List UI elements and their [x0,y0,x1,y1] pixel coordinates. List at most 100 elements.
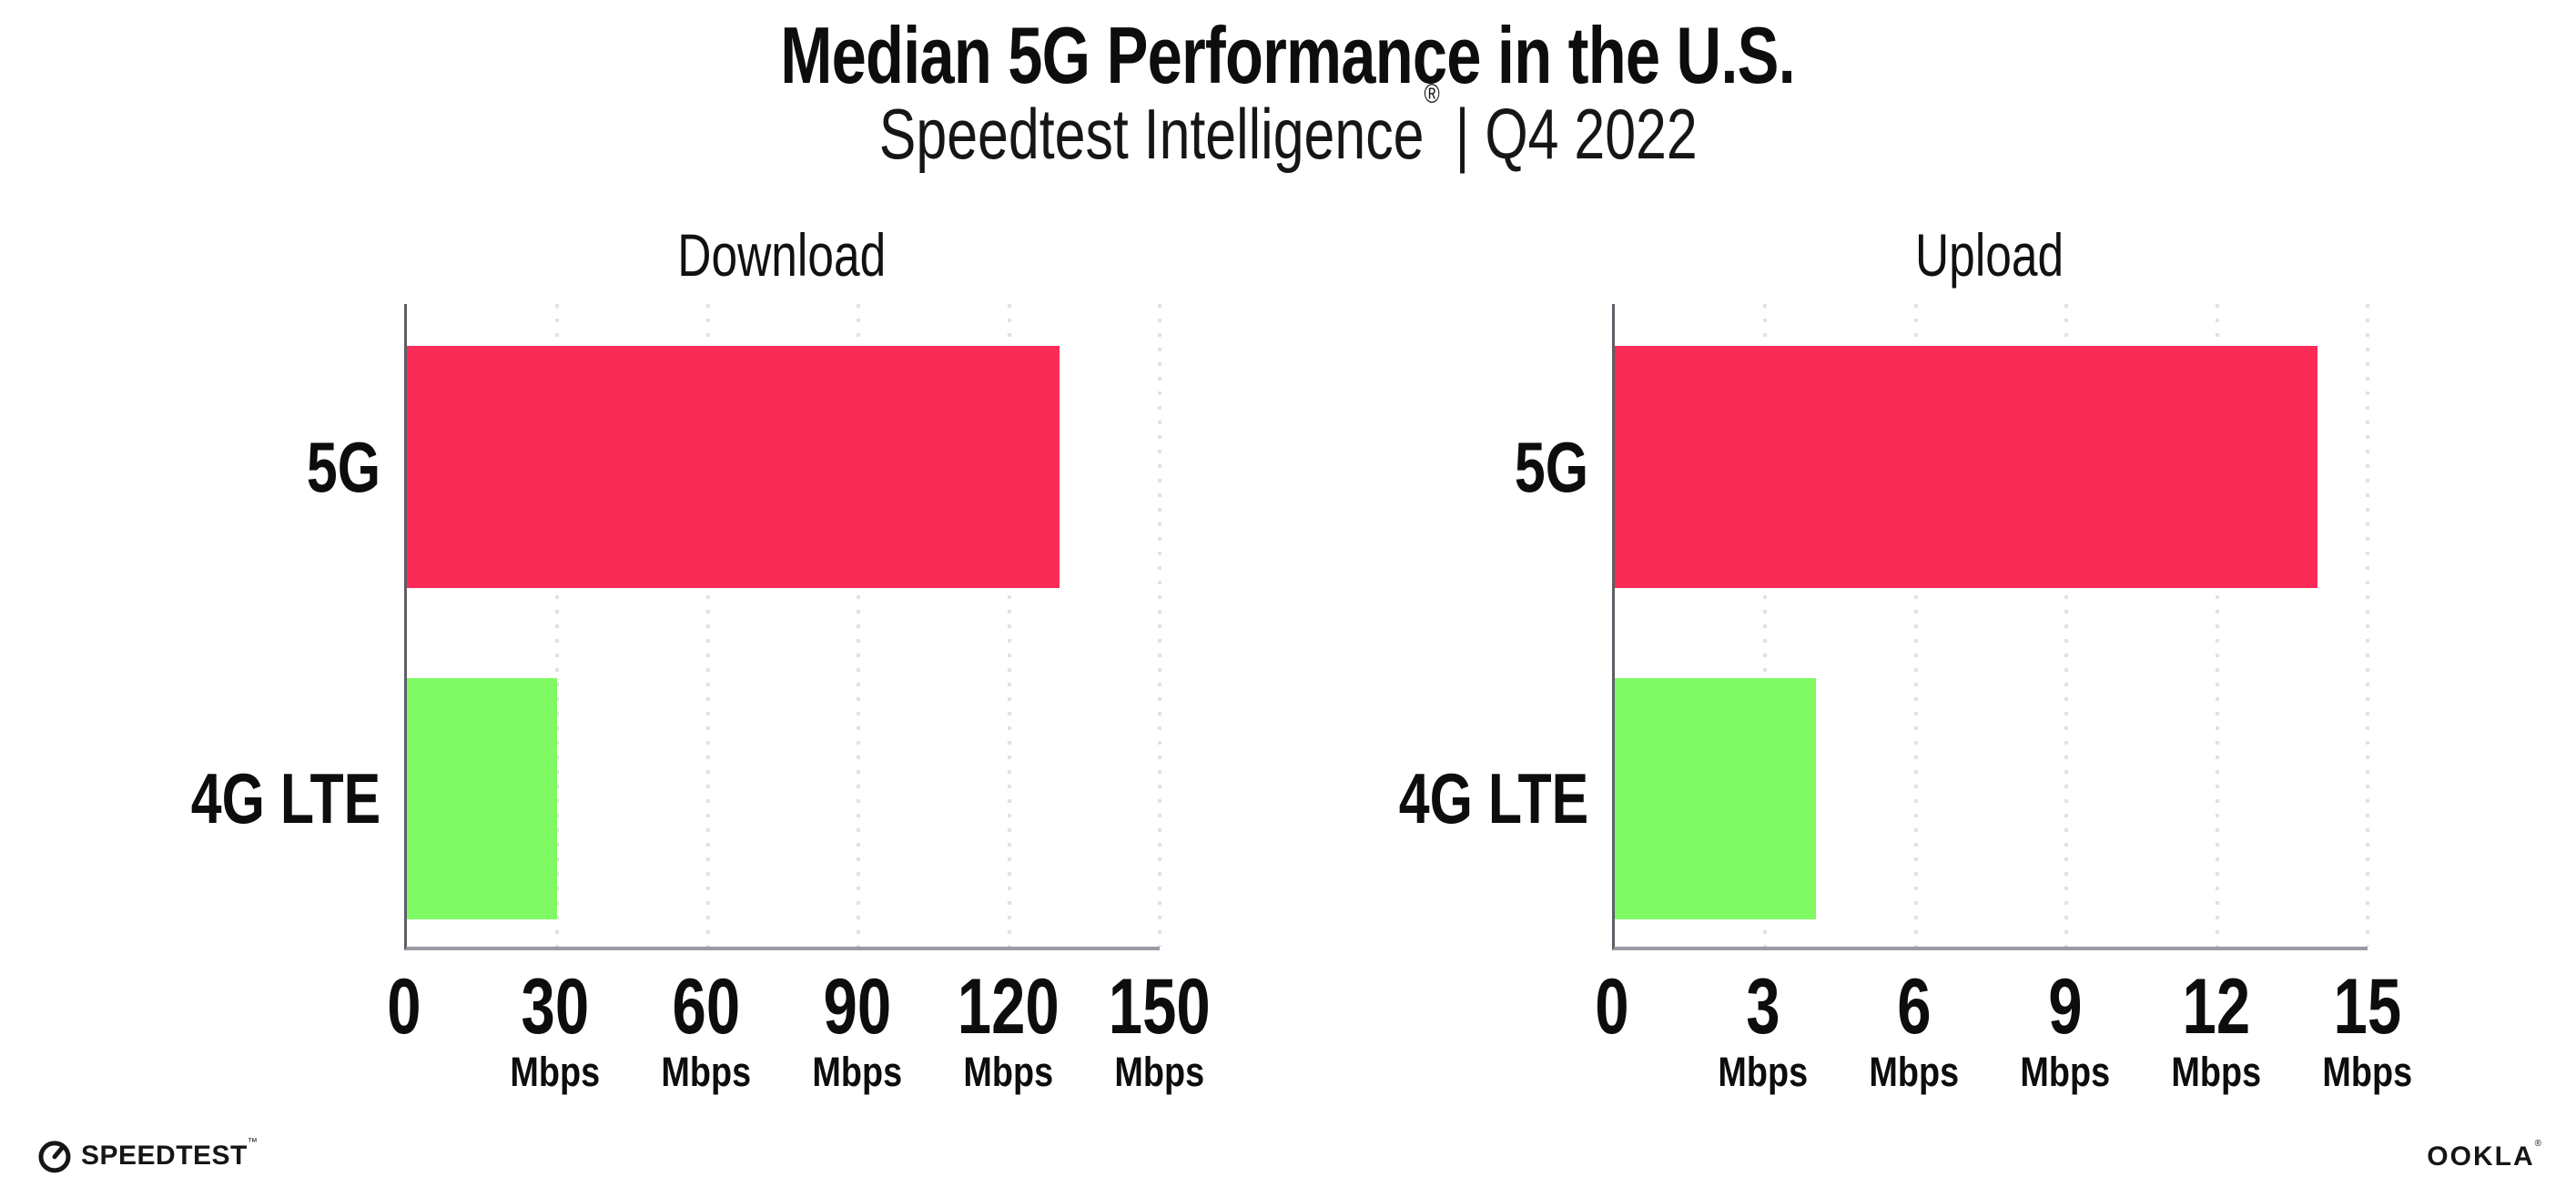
ookla-wordmark: OOKLA® [2427,1139,2543,1172]
x-tick-value: 12 [2098,967,2335,1047]
category-label-text: 5G [1514,427,1588,507]
speedtest-wordmark: SPEEDTEST™ [81,1137,258,1172]
category-label-4g-lte: 4G LTE [1197,763,1588,834]
upload-chart: Upload 0 3 Mbps 6 Mbps 9 Mbps 12 Mbps 15 Mbps 5G 4G… [1399,221,2413,1094]
speedtest-wordmark-text: SPEEDTEST [81,1141,248,1171]
gridline [1158,304,1161,947]
page-title: Median 5G Performance in the U.S. [0,9,2576,102]
x-tick-value-text: 15 [2333,963,2402,1050]
x-tick-value-text: 0 [387,963,421,1050]
gridline [857,304,861,947]
category-label-text: 4G LTE [190,758,380,838]
upload-chart-title-text: Upload [1915,221,2064,289]
x-tick-unit-text: Mbps [1869,1049,1960,1095]
speedtest-logo: SPEEDTEST™ [36,1137,258,1174]
gridline [2366,304,2369,947]
x-tick-60: 60 Mbps [588,967,825,1094]
gridline [1913,304,1918,947]
x-tick-value-text: 0 [1595,963,1629,1050]
ookla-logo: OOKLA® [2427,1139,2543,1172]
bar-5g [407,346,1060,588]
trademark-mark: ™ [247,1137,259,1148]
x-tick-value: 120 [890,967,1127,1047]
x-tick-15: 15 Mbps [2249,967,2486,1094]
page-title-text: Median 5G Performance in the U.S. [780,10,1797,100]
download-chart-title-text: Download [677,221,887,289]
ookla-wordmark-text: OOKLA [2427,1141,2535,1172]
x-tick-unit-text: Mbps [963,1049,1054,1095]
x-tick-0: 0 [286,967,522,1047]
x-axis-ticks: 0 30 Mbps 60 Mbps 90 Mbps 120 Mbps 150 Mbps [387,954,1211,1136]
x-tick-unit-text: Mbps [812,1049,903,1095]
category-label-5g: 5G [0,431,380,502]
gridline [2215,304,2219,947]
x-tick-unit-text: Mbps [1114,1049,1205,1095]
category-label-text: 5G [306,427,380,507]
subtitle-period: | Q4 2022 [1439,94,1698,174]
x-tick-value: 3 [1645,967,1881,1047]
plot-area [404,304,1161,950]
x-tick-value: 0 [286,967,522,1047]
gridline [705,304,710,947]
x-tick-90: 90 Mbps [739,967,976,1094]
x-tick-unit: Mbps [1041,1050,1278,1094]
x-tick-value: 90 [739,967,976,1047]
plot-area [1612,304,2369,950]
x-tick-0: 0 [1494,967,1730,1047]
upload-chart-title: Upload [1612,220,2368,289]
x-tick-unit: Mbps [1947,1050,2184,1094]
category-label-4g-lte: 4G LTE [0,763,380,834]
x-tick-120: 120 Mbps [890,967,1127,1094]
x-tick-value-text: 3 [1746,963,1780,1050]
x-tick-unit: Mbps [588,1050,825,1094]
x-tick-150: 150 Mbps [1041,967,1278,1094]
x-tick-3: 3 Mbps [1645,967,1881,1094]
x-tick-value-text: 120 [958,963,1060,1050]
subtitle-brand: Speedtest Intelligence [878,94,1425,174]
x-tick-unit: Mbps [739,1050,976,1094]
x-tick-value: 15 [2249,967,2486,1047]
x-tick-unit: Mbps [1645,1050,1881,1094]
gridline [1007,304,1011,947]
x-tick-value: 6 [1796,967,2033,1047]
x-tick-value: 150 [1041,967,1278,1047]
x-tick-value: 0 [1494,967,1730,1047]
speedometer-gauge-icon [38,1141,71,1173]
x-tick-value-text: 90 [823,963,892,1050]
category-label-text: 4G LTE [1398,758,1588,838]
x-axis-ticks: 0 3 Mbps 6 Mbps 9 Mbps 12 Mbps 15 Mbps [1595,954,2412,1136]
download-chart-title: Download [404,220,1160,289]
x-tick-value-text: 12 [2182,963,2251,1050]
x-tick-value: 30 [437,967,674,1047]
gridline [555,304,560,947]
x-tick-value: 9 [1947,967,2184,1047]
x-tick-value-text: 60 [672,963,741,1050]
gridline [2064,304,2069,947]
category-label-5g: 5G [1197,431,1588,502]
x-tick-unit: Mbps [2098,1050,2335,1094]
bar-4g-lte [407,678,558,919]
x-tick-value-text: 6 [1897,963,1932,1050]
x-tick-unit: Mbps [890,1050,1127,1094]
x-tick-unit-text: Mbps [2171,1049,2262,1095]
registered-mark: ® [1424,79,1440,109]
x-tick-value: 60 [588,967,825,1047]
x-tick-unit: Mbps [2249,1050,2486,1094]
x-tick-value-text: 150 [1109,963,1211,1050]
x-tick-unit-text: Mbps [510,1049,601,1095]
x-tick-6: 6 Mbps [1796,967,2033,1094]
x-tick-value-text: 9 [2048,963,2083,1050]
x-tick-unit-text: Mbps [2020,1049,2111,1095]
x-tick-unit: Mbps [437,1050,674,1094]
bar-5g [1615,346,2317,588]
x-tick-12: 12 Mbps [2098,967,2335,1094]
x-tick-unit: Mbps [1796,1050,2033,1094]
download-chart: Download 0 30 Mbps 60 Mbps 90 Mbps 120 Mbps 150 Mb… [191,221,1211,1094]
ookla-registered-mark: ® [2534,1139,2543,1149]
gridline [1763,304,1768,947]
page-subtitle: Speedtest Intelligence® | Q4 2022 [0,79,2576,176]
x-tick-30: 30 Mbps [437,967,674,1094]
x-tick-unit-text: Mbps [1718,1049,1809,1095]
x-tick-9: 9 Mbps [1947,967,2184,1094]
x-tick-unit-text: Mbps [2322,1049,2413,1095]
